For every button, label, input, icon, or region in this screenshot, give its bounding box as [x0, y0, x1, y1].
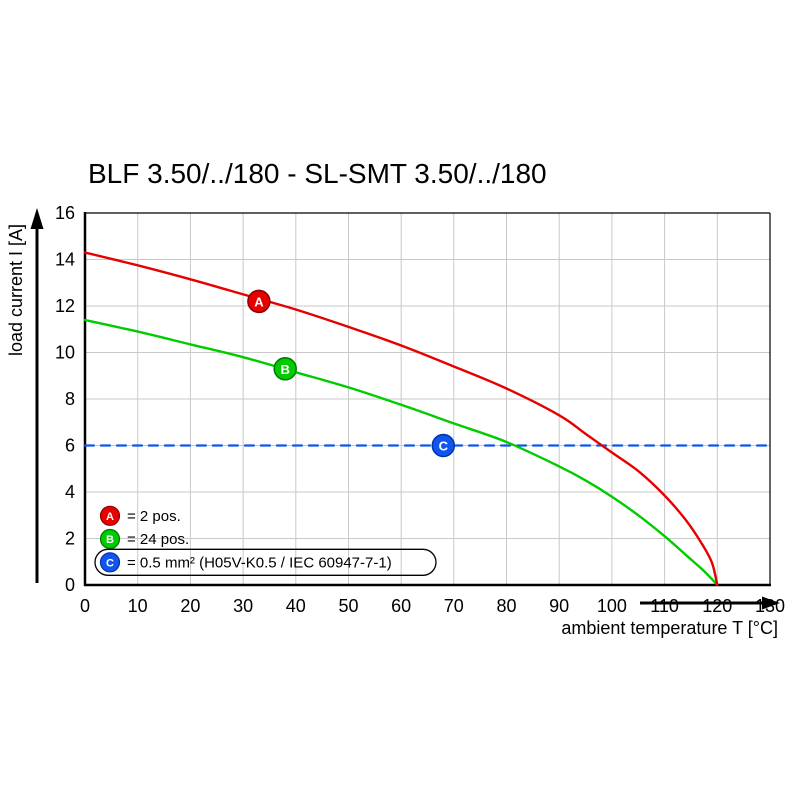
- marker-A: A: [247, 289, 271, 314]
- chart-title: BLF 3.50/../180 - SL-SMT 3.50/../180: [88, 158, 547, 189]
- legend-marker-letter: C: [106, 557, 114, 569]
- y-tick-label: 8: [65, 389, 75, 409]
- marker-C: C: [431, 433, 456, 458]
- legend-item-B: B = 24 pos.: [99, 528, 189, 550]
- x-tick-label: 10: [128, 596, 148, 616]
- legend-marker: [99, 528, 121, 550]
- curve-A: [83, 251, 719, 587]
- legend-marker-letter: B: [106, 534, 114, 546]
- x-tick-label: 20: [180, 596, 200, 616]
- y-tick-label: 4: [65, 482, 75, 502]
- x-tick-label: 80: [496, 596, 516, 616]
- x-tick-label: 100: [597, 596, 627, 616]
- y-axis-label: load current I [A]: [6, 224, 26, 356]
- y-axis-arrowhead-icon: [30, 208, 44, 229]
- x-tick-label: 90: [549, 596, 569, 616]
- y-tick-label: 2: [65, 529, 75, 549]
- x-tick-label: 70: [444, 596, 464, 616]
- x-tick-label: 60: [391, 596, 411, 616]
- legend-label: = 24 pos.: [127, 531, 189, 548]
- legend-item-A: A = 2 pos.: [99, 505, 181, 526]
- x-tick-label: 50: [338, 596, 358, 616]
- marker-letter: B: [281, 362, 290, 377]
- curve-B: [83, 318, 719, 587]
- marker-letter: C: [439, 439, 449, 454]
- legend-marker-letter: A: [106, 511, 114, 523]
- x-tick-label: 0: [80, 596, 90, 616]
- legend-marker: [99, 552, 121, 573]
- legend-label: = 0.5 mm² (H05V-K0.5 / IEC 60947-7-1): [127, 554, 392, 571]
- x-axis-label: ambient temperature T [°C]: [561, 618, 778, 638]
- marker-circle: [431, 433, 456, 458]
- marker-letter: A: [254, 294, 264, 309]
- legend-box: [94, 548, 437, 576]
- marker-circle: [247, 289, 271, 314]
- x-tick-label: 40: [286, 596, 306, 616]
- legend-item-C: C = 0.5 mm² (H05V-K0.5 / IEC 60947-7-1): [94, 548, 437, 576]
- x-tick-label: 110: [650, 596, 679, 616]
- x-tick-label: 30: [233, 596, 253, 616]
- y-tick-label: 16: [55, 203, 75, 223]
- y-tick-label: 0: [65, 575, 75, 595]
- x-axis-arrowhead-icon: [762, 596, 780, 610]
- legend-label: = 2 pos.: [127, 508, 181, 525]
- x-tick-label: 120: [702, 596, 732, 616]
- y-tick-label: 12: [55, 296, 75, 316]
- y-tick-label: 6: [65, 436, 75, 456]
- y-tick-label: 14: [55, 250, 75, 270]
- y-tick-label: 10: [55, 343, 75, 363]
- marker-circle: [273, 357, 297, 381]
- legend-marker: [99, 505, 121, 526]
- marker-B: B: [273, 357, 297, 381]
